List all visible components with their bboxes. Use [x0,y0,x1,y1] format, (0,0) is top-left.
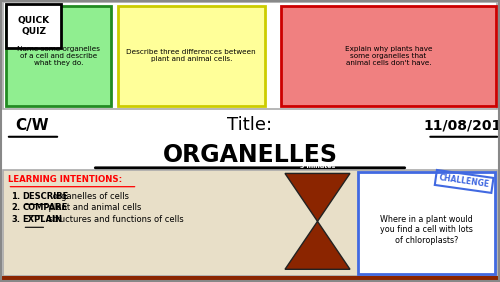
Text: ORGANELLES: ORGANELLES [162,143,338,167]
Text: QUICK
QUIZ: QUICK QUIZ [18,16,50,36]
FancyBboxPatch shape [6,6,111,106]
Text: DESCRIBE: DESCRIBE [22,192,69,201]
FancyBboxPatch shape [2,170,496,276]
FancyBboxPatch shape [2,2,496,109]
FancyBboxPatch shape [0,276,500,282]
Text: EXPLAIN: EXPLAIN [22,215,62,224]
FancyBboxPatch shape [118,6,265,106]
Text: 3.: 3. [11,215,20,224]
Text: LEARNING INTENTIONS:: LEARNING INTENTIONS: [8,175,121,184]
Text: structures and functions of cells: structures and functions of cells [46,215,184,224]
Polygon shape [285,173,350,221]
FancyBboxPatch shape [281,6,496,106]
Text: C/W: C/W [16,118,50,133]
Polygon shape [285,221,350,269]
Text: 2.: 2. [11,203,20,212]
Text: Where in a plant would
you find a cell with lots
of chloroplasts?: Where in a plant would you find a cell w… [380,215,472,245]
Text: 11/08/2018: 11/08/2018 [424,118,500,133]
FancyBboxPatch shape [358,172,495,274]
Text: plant and animal cells: plant and animal cells [46,203,142,212]
Text: organelles of cells: organelles of cells [50,192,128,201]
Text: 5 minutes: 5 minutes [300,164,335,169]
Text: Describe three differences between
plant and animal cells.: Describe three differences between plant… [126,49,256,62]
Text: COMPARE: COMPARE [22,203,68,212]
Text: Name some organelles
of a cell and describe
what they do.: Name some organelles of a cell and descr… [17,46,100,66]
FancyBboxPatch shape [2,110,496,172]
Text: CHALLENGE: CHALLENGE [438,173,490,190]
Text: 1.: 1. [11,192,20,201]
Text: Title:: Title: [228,116,272,135]
Text: Explain why plants have
some organelles that
animal cells don't have.: Explain why plants have some organelles … [345,46,432,66]
FancyBboxPatch shape [6,4,61,48]
